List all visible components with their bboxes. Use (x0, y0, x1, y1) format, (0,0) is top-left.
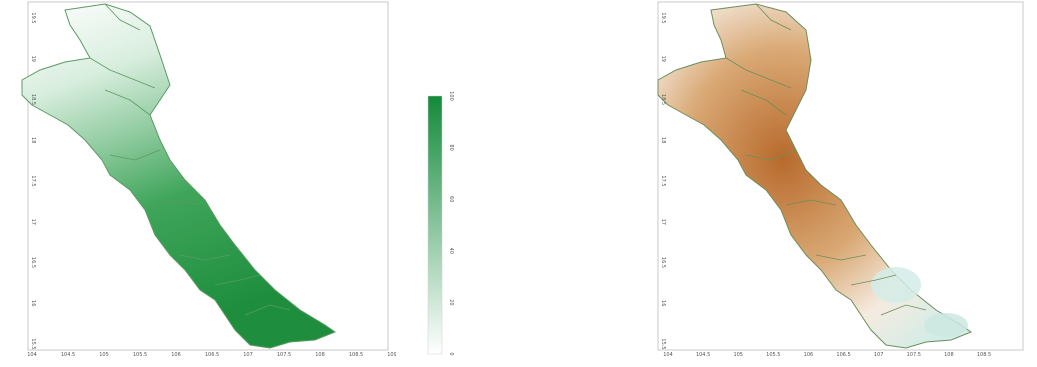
district-borders (89, 3, 291, 316)
map-frame (27, 1, 389, 351)
y-tick-label: 15.5 (30, 338, 36, 349)
left-y-tick-labels: 19.5 19 18.5 18 17.5 17 16.5 16 15.5 (30, 12, 36, 349)
colorbar-tick-label: 60 (448, 196, 454, 202)
x-tick-label: 109 (387, 352, 396, 358)
colorbar-tick-label: 100 (448, 91, 454, 101)
x-tick-label: 108.5 (349, 352, 363, 358)
y-tick-label: 18.5 (660, 94, 666, 105)
colorbar: 0 20 40 60 80 100 (410, 90, 470, 360)
x-tick-label: 105.5 (766, 352, 780, 358)
y-tick-label: 17 (30, 219, 36, 225)
x-tick-label: 107 (243, 352, 253, 358)
x-tick-label: 106 (804, 352, 814, 358)
x-tick-label: 105 (733, 352, 743, 358)
y-tick-label: 16 (660, 300, 666, 306)
map-frame (657, 1, 1024, 351)
x-tick-label: 108 (315, 352, 325, 358)
y-tick-label: 17.5 (30, 175, 36, 186)
y-tick-label: 19 (660, 56, 666, 62)
y-tick-label: 15.5 (660, 338, 666, 349)
right-map: 104 104.5 105 105.5 106 106.5 107 107.5 108 108.5… (657, 1, 1024, 358)
y-tick-label: 16 (30, 300, 36, 306)
x-tick-label: 105 (99, 352, 109, 358)
y-tick-label: 16.5 (30, 257, 36, 268)
low-value-area (924, 313, 968, 337)
y-tick-label: 19.5 (660, 12, 666, 23)
x-tick-label: 108.5 (977, 352, 991, 358)
y-tick-label: 18 (30, 137, 36, 143)
x-tick-label: 106.5 (836, 352, 850, 358)
right-y-tick-labels: 19.5 19 18.5 18 17.5 17 16.5 16 15.5 (660, 12, 666, 349)
x-tick-label: 104.5 (61, 352, 75, 358)
colorbar-svg: 0 20 40 60 80 100 (427, 91, 454, 356)
y-tick-label: 18 (660, 137, 666, 143)
x-tick-label: 107.5 (277, 352, 291, 358)
y-tick-label: 19 (30, 56, 36, 62)
left-map-panel: 104 104.5 105 105.5 106 106.5 107 107.5 108 108.5… (10, 0, 397, 363)
y-tick-label: 17 (660, 219, 666, 225)
colorbar-tick-label: 80 (448, 144, 454, 150)
province-area (21, 3, 337, 349)
colorbar-gradient (427, 95, 443, 355)
right-x-tick-labels: 104 104.5 105 105.5 106 106.5 107 107.5 108 108.5 (663, 352, 991, 358)
district-borders (725, 3, 927, 316)
x-tick-label: 105.5 (133, 352, 147, 358)
x-tick-label: 104.5 (696, 352, 710, 358)
x-tick-label: 106 (171, 352, 181, 358)
x-tick-label: 107.5 (907, 352, 921, 358)
x-tick-label: 104 (663, 352, 673, 358)
x-tick-label: 107 (874, 352, 884, 358)
province-area (657, 3, 973, 349)
left-x-tick-labels: 104 104.5 105 105.5 106 106.5 107 107.5 108 108.5… (27, 352, 397, 358)
y-tick-label: 17.5 (660, 175, 666, 186)
colorbar-tick-label: 0 (448, 352, 454, 355)
x-tick-label: 106.5 (205, 352, 219, 358)
colorbar-tick-labels: 0 20 40 60 80 100 (448, 91, 454, 355)
right-map-panel: 104 104.5 105 105.5 106 106.5 107 107.5 108 108.5… (646, 0, 1032, 363)
y-tick-label: 18.5 (30, 94, 36, 105)
colorbar-tick-label: 20 (448, 299, 454, 305)
low-value-area (871, 267, 921, 303)
x-tick-label: 108 (944, 352, 954, 358)
y-tick-label: 16.5 (660, 257, 666, 268)
left-map: 104 104.5 105 105.5 106 106.5 107 107.5 108 108.5… (21, 1, 397, 358)
y-tick-label: 19.5 (30, 12, 36, 23)
colorbar-tick-label: 40 (448, 248, 454, 254)
x-tick-label: 104 (27, 352, 37, 358)
